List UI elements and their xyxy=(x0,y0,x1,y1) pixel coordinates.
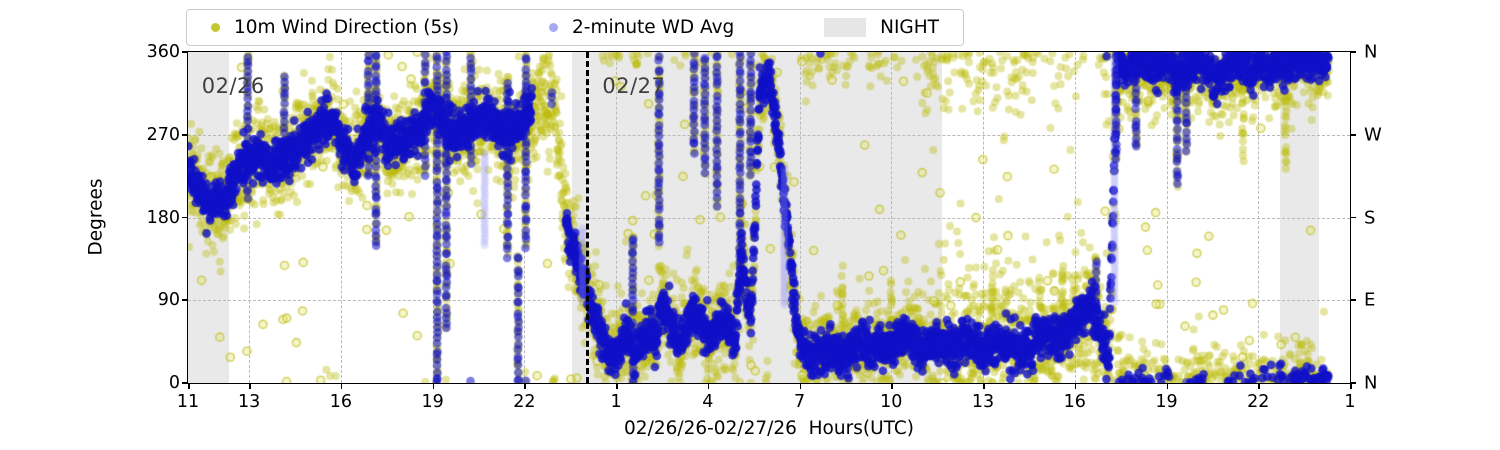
x-tick-label: 22 xyxy=(513,392,536,412)
right-tick-mark xyxy=(1350,382,1356,384)
y-tick-label: 90 xyxy=(157,290,180,311)
raw-series-marker-icon xyxy=(211,23,220,32)
x-tick-label: 16 xyxy=(329,392,353,412)
x-tick-label: 16 xyxy=(1063,392,1086,412)
x-tick-mark xyxy=(983,383,985,389)
right-tick-mark xyxy=(1350,299,1356,302)
right-tick-mark xyxy=(1350,133,1356,136)
y-tick-mark xyxy=(182,216,188,219)
plot-area: 02/26 02/27 xyxy=(187,51,1351,384)
avg-series-marker-icon xyxy=(549,23,558,32)
x-tick-mark xyxy=(1166,383,1169,389)
date-annotation: 02/27 xyxy=(602,74,666,99)
scatter-data-canvas xyxy=(188,52,1350,383)
x-tick-mark xyxy=(432,383,435,389)
x-tick-label: 1 xyxy=(1344,392,1356,412)
x-tick-mark xyxy=(891,383,893,389)
compass-tick-label: E xyxy=(1364,289,1376,311)
compass-tick-label: W xyxy=(1364,124,1382,146)
right-tick-mark xyxy=(1350,51,1356,53)
x-tick-mark xyxy=(249,383,251,389)
x-tick-mark xyxy=(799,383,802,389)
x-tick-label: 7 xyxy=(794,392,806,412)
right-tick-mark xyxy=(1350,216,1356,219)
x-tick-mark xyxy=(1258,383,1260,389)
x-tick-mark xyxy=(524,383,526,389)
y-tick-mark xyxy=(182,299,188,302)
midnight-date-line xyxy=(585,52,589,383)
x-tick-label: 13 xyxy=(238,392,261,412)
compass-tick-label: N xyxy=(1364,41,1378,63)
y-tick-mark xyxy=(182,133,188,136)
x-tick-label: 19 xyxy=(421,392,444,412)
x-tick-mark xyxy=(1074,383,1077,389)
y-tick-label: 180 xyxy=(146,207,180,228)
x-tick-mark xyxy=(707,383,710,389)
x-tick-mark xyxy=(1350,383,1352,389)
x-tick-label: 11 xyxy=(176,392,200,412)
y-tick-mark xyxy=(182,51,188,53)
x-tick-mark xyxy=(188,383,190,389)
legend-label-avg: 2-minute WD Avg xyxy=(572,17,735,38)
x-tick-label: 22 xyxy=(1247,392,1270,412)
legend-item-avg: 2-minute WD Avg xyxy=(549,17,734,38)
y-tick-label: 0 xyxy=(168,373,180,393)
y-tick-label: 360 xyxy=(146,42,180,62)
x-tick-label: 10 xyxy=(880,392,903,412)
x-tick-label: 1 xyxy=(610,392,622,412)
legend-item-raw: 10m Wind Direction (5s) xyxy=(211,17,459,38)
x-tick-mark xyxy=(616,383,618,389)
date-annotation: 02/26 xyxy=(201,74,265,99)
x-axis-label: 02/26/26-02/27/26 Hours(UTC) xyxy=(624,418,914,439)
night-patch-icon xyxy=(824,18,867,37)
legend-item-night: NIGHT xyxy=(824,17,939,38)
x-tick-label: 13 xyxy=(971,392,995,412)
legend-label-raw: 10m Wind Direction (5s) xyxy=(234,17,460,38)
x-tick-label: 4 xyxy=(702,392,714,412)
x-tick-label: 19 xyxy=(1155,392,1178,412)
legend-label-night: NIGHT xyxy=(880,17,939,38)
legend: 10m Wind Direction (5s) 2-minute WD Avg … xyxy=(186,9,964,46)
y-tick-label: 270 xyxy=(146,124,180,145)
x-tick-mark xyxy=(340,383,343,389)
compass-tick-label: N xyxy=(1364,372,1378,394)
y-tick-mark xyxy=(182,382,188,384)
compass-tick-label: S xyxy=(1364,207,1376,228)
